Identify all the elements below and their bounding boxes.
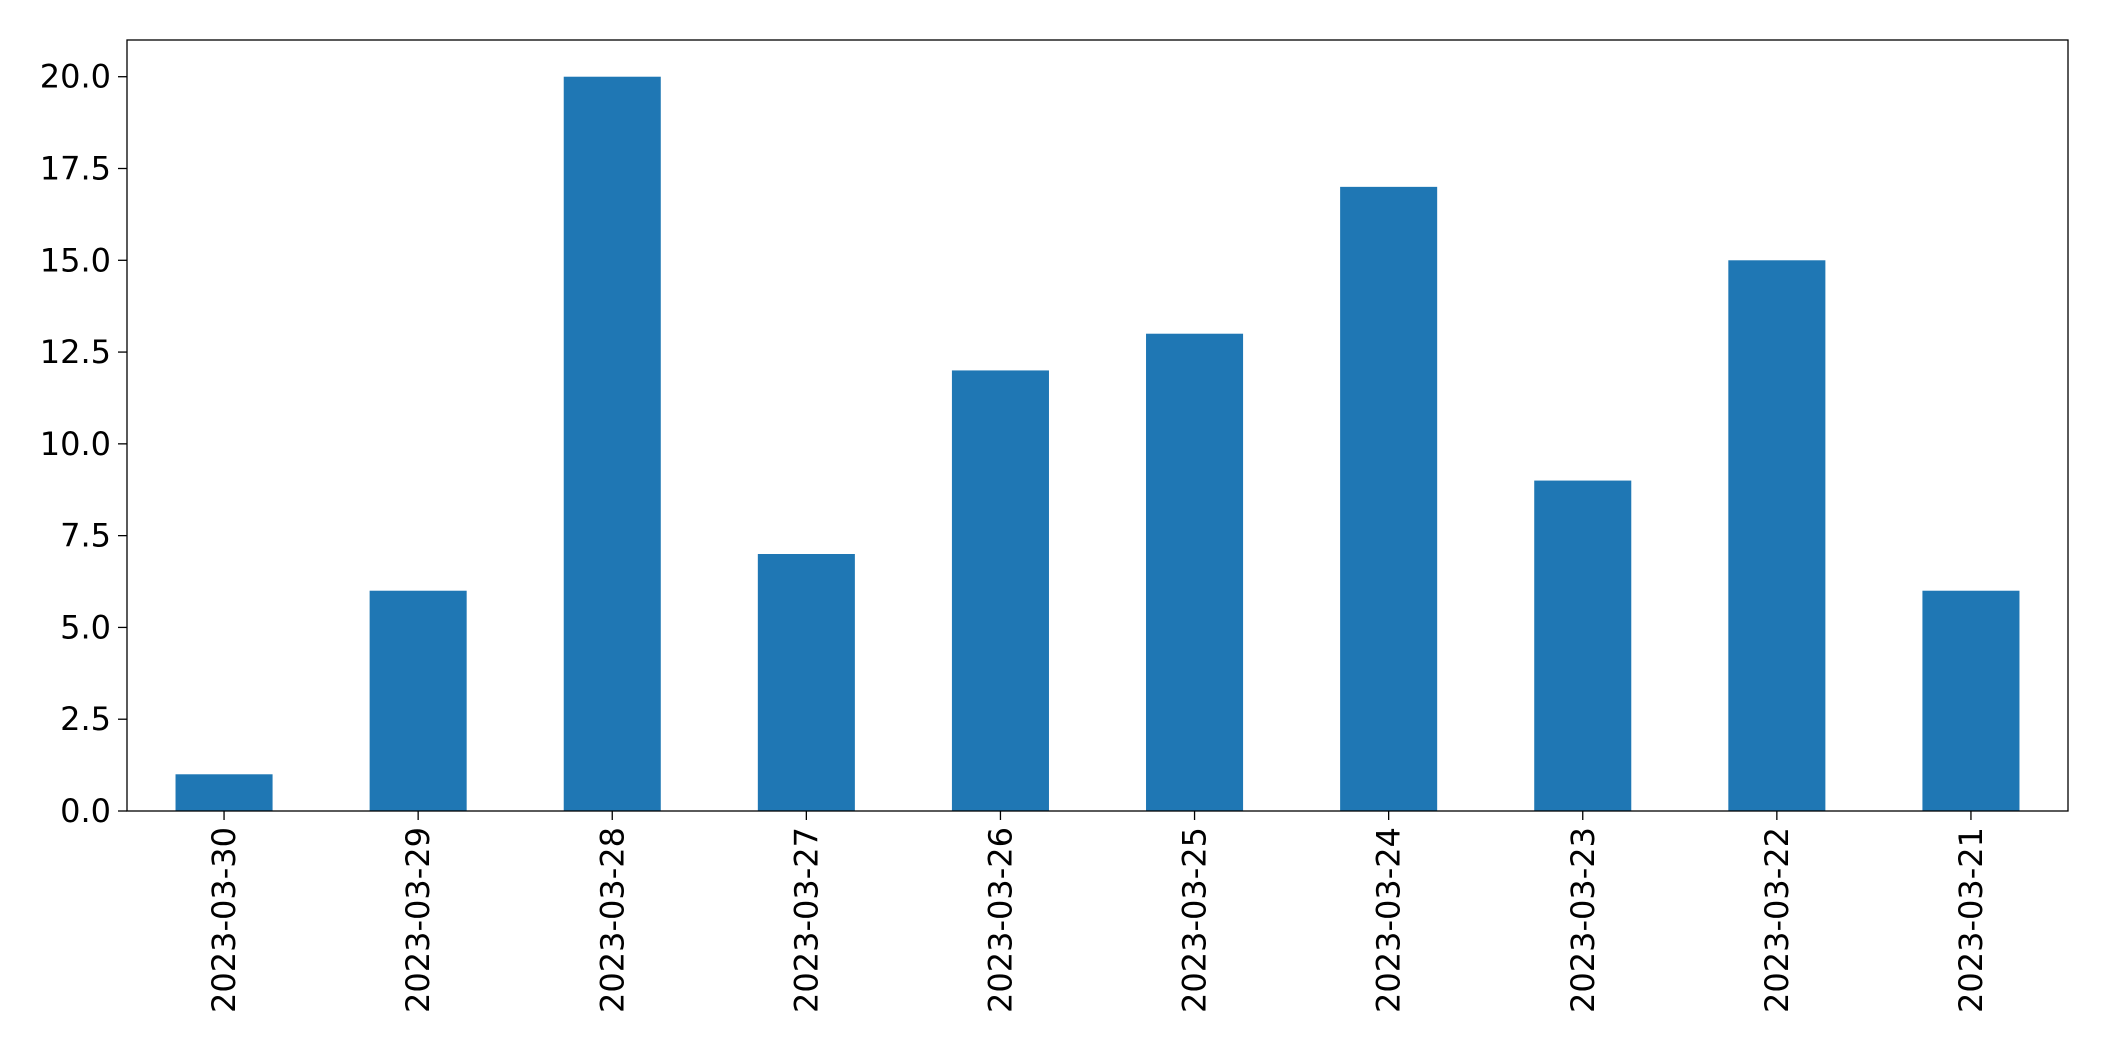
x-tick-label: 2023-03-26 <box>981 827 1019 1013</box>
x-tick-label: 2023-03-22 <box>1758 827 1796 1013</box>
y-tick-label: 20.0 <box>40 58 111 96</box>
bar-2023-03-25 <box>1146 333 1244 811</box>
bar-2023-03-23 <box>1534 480 1632 811</box>
x-tick-label: 2023-03-21 <box>1952 827 1990 1013</box>
y-tick-label: 17.5 <box>40 150 111 188</box>
x-tick-label: 2023-03-23 <box>1564 827 1602 1013</box>
x-tick-label: 2023-03-27 <box>787 827 825 1013</box>
y-axis: 0.0 2.5 5.0 7.5 10.0 12.5 15.0 17.5 20.0 <box>40 58 127 830</box>
bar-2023-03-30 <box>175 774 273 811</box>
x-axis: 2023-03-30 2023-03-29 2023-03-28 2023-03-27… <box>205 811 1990 1013</box>
bars-group <box>175 76 2020 811</box>
x-tick-label: 2023-03-24 <box>1370 827 1408 1013</box>
x-tick-label: 2023-03-25 <box>1176 827 1214 1013</box>
x-tick-label: 2023-03-29 <box>399 827 437 1013</box>
bar-2023-03-28 <box>563 76 661 811</box>
y-tick-label: 5.0 <box>60 608 111 646</box>
bar-2023-03-29 <box>369 590 467 811</box>
bar-2023-03-21 <box>1922 590 2020 811</box>
y-tick-label: 7.5 <box>60 517 111 555</box>
bar-2023-03-24 <box>1340 186 1438 811</box>
y-tick-label: 10.0 <box>40 425 111 463</box>
bar-2023-03-27 <box>757 554 855 811</box>
y-tick-label: 12.5 <box>40 333 111 371</box>
x-tick-label: 2023-03-30 <box>205 827 243 1013</box>
y-tick-label: 0.0 <box>60 792 111 830</box>
y-tick-label: 15.0 <box>40 241 111 279</box>
bar-2023-03-26 <box>951 370 1049 811</box>
y-tick-label: 2.5 <box>60 700 111 738</box>
bar-2023-03-22 <box>1728 260 1826 811</box>
plot-frame <box>126 39 2069 812</box>
x-tick-label: 2023-03-28 <box>593 827 631 1013</box>
